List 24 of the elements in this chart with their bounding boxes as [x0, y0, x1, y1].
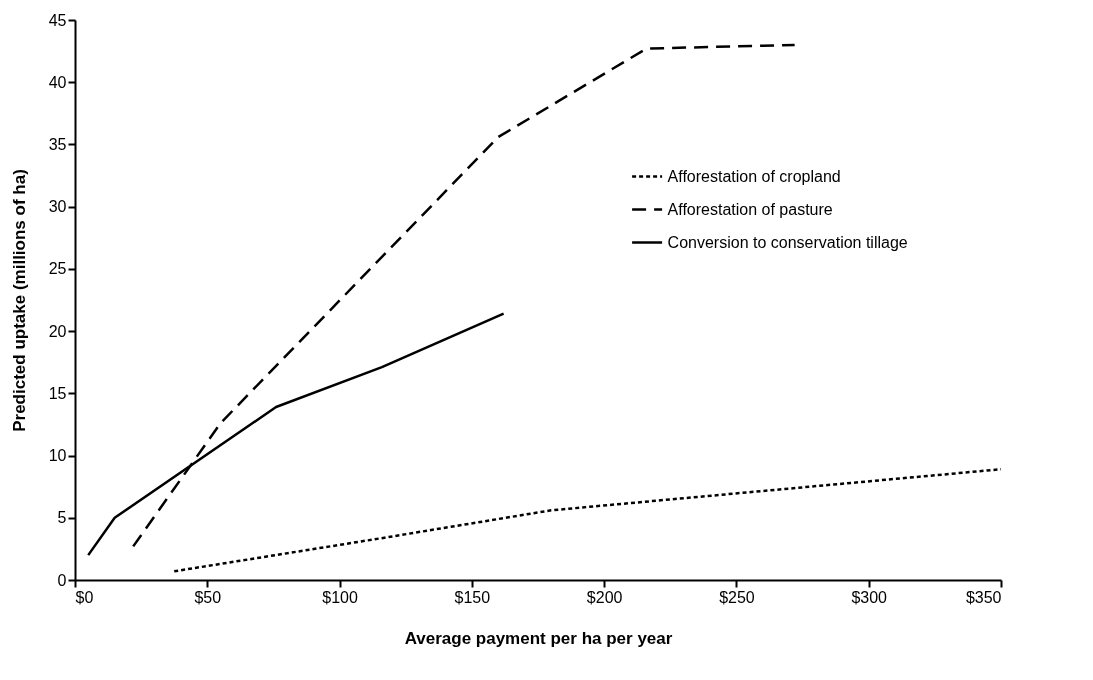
legend-label: Afforestation of cropland	[667, 167, 841, 185]
x-tick-label: $350	[965, 588, 1002, 606]
y-tick-label: 10	[48, 447, 67, 465]
x-tick-label: $150	[454, 588, 491, 606]
y-tick-label: 5	[57, 509, 67, 527]
y-tick-label: 35	[48, 135, 67, 153]
legend-label: Afforestation of pasture	[667, 200, 833, 218]
y-tick-label: 20	[48, 322, 67, 340]
y-tick-label: 25	[48, 260, 67, 278]
x-tick-label: $100	[322, 588, 358, 606]
y-tick-label: 30	[48, 198, 67, 216]
legend-label: Conversion to conservation tillage	[667, 233, 908, 251]
y-tick-label: 15	[48, 384, 67, 402]
x-axis-title: Average payment per ha per year	[404, 628, 673, 648]
y-tick-label: 40	[48, 73, 67, 91]
x-tick-label: $50	[194, 588, 222, 606]
x-tick-label: $0	[75, 588, 94, 606]
x-tick-label: $250	[719, 588, 755, 606]
line-series	[172, 467, 1003, 573]
x-tick-label: $300	[851, 588, 888, 606]
x-tick-label: $200	[586, 588, 623, 606]
y-tick-label: 0	[57, 571, 67, 589]
y-tick-label: 45	[48, 11, 67, 29]
y-axis-title: Predicted uptake (millions of ha)	[9, 169, 29, 432]
